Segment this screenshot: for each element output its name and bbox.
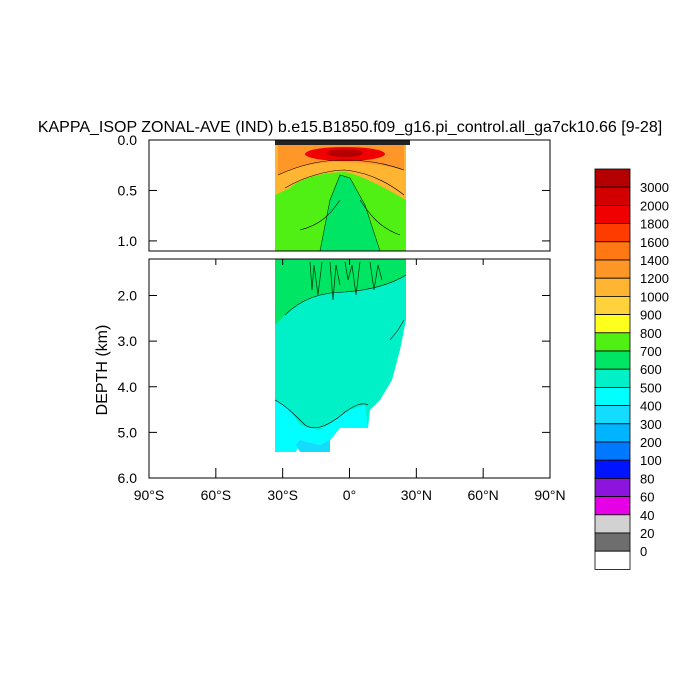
upper-field-top-band bbox=[275, 140, 410, 145]
upper-field-darkred-core bbox=[327, 149, 363, 157]
y-tick-label: 2.0 bbox=[118, 288, 138, 304]
y-tick-label: 4.0 bbox=[118, 379, 138, 395]
colorbar-label: 1200 bbox=[640, 271, 669, 286]
y-tick-label: 1.0 bbox=[118, 233, 138, 249]
upper-field-contours bbox=[277, 159, 405, 236]
colorbar: 3000200018001600140012001000900800700600… bbox=[594, 168, 669, 570]
colorbar-box bbox=[594, 350, 631, 370]
colorbar-box bbox=[594, 204, 631, 224]
colorbar-label: 400 bbox=[640, 399, 662, 414]
chart-title: KAPPA_ISOP ZONAL-AVE (IND) b.e15.B1850.f… bbox=[38, 119, 662, 136]
colorbar-box bbox=[594, 477, 631, 497]
x-tick-label: 60°S bbox=[201, 487, 232, 503]
y-tick-label: 5.0 bbox=[118, 424, 138, 440]
lower-field-blue-edge bbox=[275, 400, 368, 452]
colorbar-label: 1400 bbox=[640, 253, 669, 268]
upper-panel bbox=[148, 139, 551, 252]
y-tick-label: 6.0 bbox=[118, 470, 138, 486]
colorbar-box bbox=[594, 496, 631, 516]
colorbar-label: 0 bbox=[640, 544, 647, 559]
colorbar-label: 700 bbox=[640, 344, 662, 359]
colorbar-box bbox=[594, 277, 631, 297]
lower-field bbox=[274, 259, 407, 452]
colorbar-label: 20 bbox=[640, 526, 654, 541]
colorbar-label: 600 bbox=[640, 362, 662, 377]
y-tick-label: 3.0 bbox=[118, 333, 138, 349]
x-tick-label: 0° bbox=[343, 487, 356, 503]
colorbar-box bbox=[594, 514, 631, 534]
colorbar-label: 300 bbox=[640, 417, 662, 432]
lower-field-contours bbox=[274, 274, 407, 429]
colorbar-box bbox=[594, 405, 631, 425]
colorbar-box bbox=[594, 241, 631, 261]
colorbar-label: 500 bbox=[640, 380, 662, 395]
colorbar-label: 3000 bbox=[640, 180, 669, 195]
y-axis-upper: 0.0 0.5 1.0 bbox=[118, 132, 550, 249]
x-tick-label: 90°N bbox=[534, 487, 565, 503]
colorbar-label: 200 bbox=[640, 435, 662, 450]
lower-field-cyan bbox=[275, 259, 406, 452]
colorbar-box bbox=[594, 259, 631, 279]
colorbar-box bbox=[594, 295, 631, 315]
colorbar-box bbox=[594, 332, 631, 352]
colorbar-box bbox=[594, 532, 631, 552]
colorbar-label: 100 bbox=[640, 453, 662, 468]
upper-panel-frame bbox=[148, 139, 551, 252]
colorbar-label: 1600 bbox=[640, 235, 669, 250]
lower-field-noise bbox=[309, 261, 383, 301]
colorbar-label: 2000 bbox=[640, 198, 669, 213]
colorbar-box bbox=[594, 186, 631, 206]
x-tick-label: 60°N bbox=[468, 487, 499, 503]
colorbar-label: 60 bbox=[640, 490, 654, 505]
colorbar-box bbox=[594, 314, 631, 334]
y-axis-label: DEPTH (km) bbox=[94, 325, 111, 416]
upper-field bbox=[275, 140, 410, 251]
upper-field-cyan-tongue bbox=[319, 174, 381, 251]
x-axis: 90°S 60°S 30°S 0° 30°N 60°N 90°N bbox=[134, 259, 566, 503]
x-tick-label: 90°S bbox=[134, 487, 165, 503]
y-tick-label: 0.5 bbox=[118, 182, 138, 198]
colorbar-box bbox=[594, 368, 631, 388]
x-tick-label: 30°S bbox=[267, 487, 298, 503]
lower-field-blue-bottom bbox=[296, 440, 330, 452]
colorbar-box bbox=[594, 386, 631, 406]
colorbar-box bbox=[594, 168, 631, 188]
y-axis-lower: 2.0 3.0 4.0 5.0 6.0 bbox=[118, 288, 550, 486]
colorbar-label: 80 bbox=[640, 471, 654, 486]
colorbar-label: 800 bbox=[640, 326, 662, 341]
colorbar-box bbox=[594, 441, 631, 461]
colorbar-box bbox=[594, 459, 631, 479]
x-tick-label: 30°N bbox=[401, 487, 432, 503]
colorbar-label: 900 bbox=[640, 308, 662, 323]
colorbar-label: 40 bbox=[640, 508, 654, 523]
y-tick-label: 0.0 bbox=[118, 132, 138, 148]
colorbar-box bbox=[594, 223, 631, 243]
lower-panel bbox=[148, 258, 551, 479]
colorbar-label: 1000 bbox=[640, 289, 669, 304]
colorbar-label: 1800 bbox=[640, 217, 669, 232]
colorbar-box bbox=[594, 550, 631, 570]
colorbar-box bbox=[594, 423, 631, 443]
